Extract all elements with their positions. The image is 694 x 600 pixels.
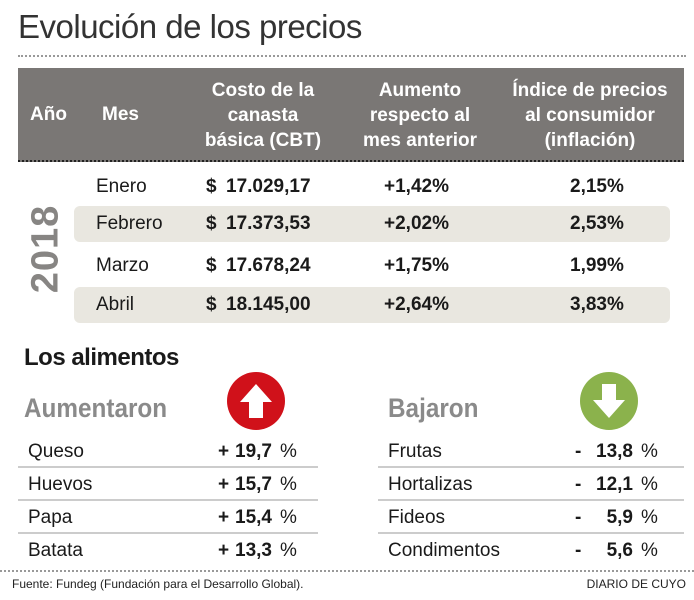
food-item: Huevos + 15,7 % (18, 468, 318, 501)
food-value: 15,4 (235, 507, 272, 528)
food-item: Papa + 15,4 % (18, 501, 318, 534)
table-row: Febrero $ 17.373,53 +2,02% 2,53% (74, 206, 670, 242)
footer-divider (0, 570, 694, 572)
month: Febrero (96, 213, 163, 234)
arrow-down-icon (580, 372, 638, 430)
food-sign: + (218, 441, 230, 462)
up-label: Aumentaron (24, 393, 168, 423)
food-value: 5,9 (606, 507, 633, 528)
food-name: Queso (28, 441, 84, 462)
food-unit: % (641, 474, 658, 495)
table-row: Abril $ 18.145,00 +2,64% 3,83% (74, 287, 670, 323)
food-item: Frutas - 13,8 % (378, 435, 684, 468)
food-sign: + (218, 540, 230, 561)
currency: $ (206, 294, 217, 315)
food-sign: - (575, 441, 582, 462)
food-item: Queso + 19,7 % (18, 435, 318, 468)
food-unit: % (641, 441, 658, 462)
table-header: Año Mes Costo de la canasta básica (CBT) A… (18, 68, 684, 162)
food-item: Fideos - 5,9 % (378, 501, 684, 534)
food-value: 5,6 (606, 540, 633, 561)
food-sign: - (575, 474, 582, 495)
food-unit: % (641, 540, 658, 561)
currency: $ (206, 255, 217, 276)
food-sign: - (575, 507, 582, 528)
food-item: Condimentos - 5,6 % (378, 534, 684, 567)
month: Abril (96, 294, 135, 315)
food-unit: % (641, 507, 658, 528)
food-name: Frutas (388, 441, 442, 462)
table-row: Enero $ 17.029,17 +1,42% 2,15% (74, 169, 670, 205)
down-label: Bajaron (388, 393, 479, 423)
month: Enero (96, 176, 147, 197)
food-unit: % (280, 507, 297, 528)
brand: DIARIO DE CUYO (586, 577, 686, 591)
food-value: 19,7 (235, 441, 272, 462)
food-name: Fideos (388, 507, 446, 528)
increase-value: +2,02% (384, 213, 449, 234)
food-value: 15,7 (235, 474, 272, 495)
cbt-value: 17.029,17 (226, 176, 311, 197)
table-row: Marzo $ 17.678,24 +1,75% 1,99% (74, 248, 670, 284)
increase-value: +2,64% (384, 294, 449, 315)
foods-title: Los alimentos (24, 344, 179, 371)
food-unit: % (280, 540, 297, 561)
food-name: Condimentos (388, 540, 500, 561)
header-month: Mes (102, 104, 139, 125)
ipc-value: 1,99% (570, 255, 624, 276)
food-item: Hortalizas - 12,1 % (378, 468, 684, 501)
page-title: Evolución de los precios (18, 8, 362, 45)
header-cbt: Costo de la canasta básica (CBT) (204, 80, 322, 151)
food-sign: + (218, 507, 230, 528)
food-name: Papa (28, 507, 73, 528)
food-unit: % (280, 441, 297, 462)
currency: $ (206, 176, 217, 197)
source: Fuente: Fundeg (Fundación para el Desarr… (12, 577, 304, 591)
arrow-up-icon (227, 372, 285, 430)
food-value: 13,3 (235, 540, 272, 561)
header-year: Año (30, 104, 67, 125)
divider (18, 55, 686, 57)
food-sign: + (218, 474, 230, 495)
food-name: Hortalizas (388, 474, 473, 495)
cbt-value: 18.145,00 (226, 294, 311, 315)
ipc-value: 2,15% (570, 176, 624, 197)
food-sign: - (575, 540, 582, 561)
food-name: Batata (28, 540, 83, 561)
food-value: 13,8 (596, 441, 633, 462)
increase-value: +1,42% (384, 176, 449, 197)
year-label: 2018 (24, 204, 67, 294)
cbt-value: 17.678,24 (226, 255, 311, 276)
food-value: 12,1 (596, 474, 633, 495)
food-item: Batata + 13,3 % (18, 534, 318, 567)
currency: $ (206, 213, 217, 234)
month: Marzo (96, 255, 149, 276)
ipc-value: 2,53% (570, 213, 624, 234)
food-name: Huevos (28, 474, 93, 495)
cbt-value: 17.373,53 (226, 213, 311, 234)
increase-value: +1,75% (384, 255, 449, 276)
ipc-value: 3,83% (570, 294, 624, 315)
header-ipc: Índice de precios al consumidor (inflación… (512, 80, 668, 151)
food-unit: % (280, 474, 297, 495)
header-increase: Aumento respecto al mes anterior (362, 80, 478, 151)
